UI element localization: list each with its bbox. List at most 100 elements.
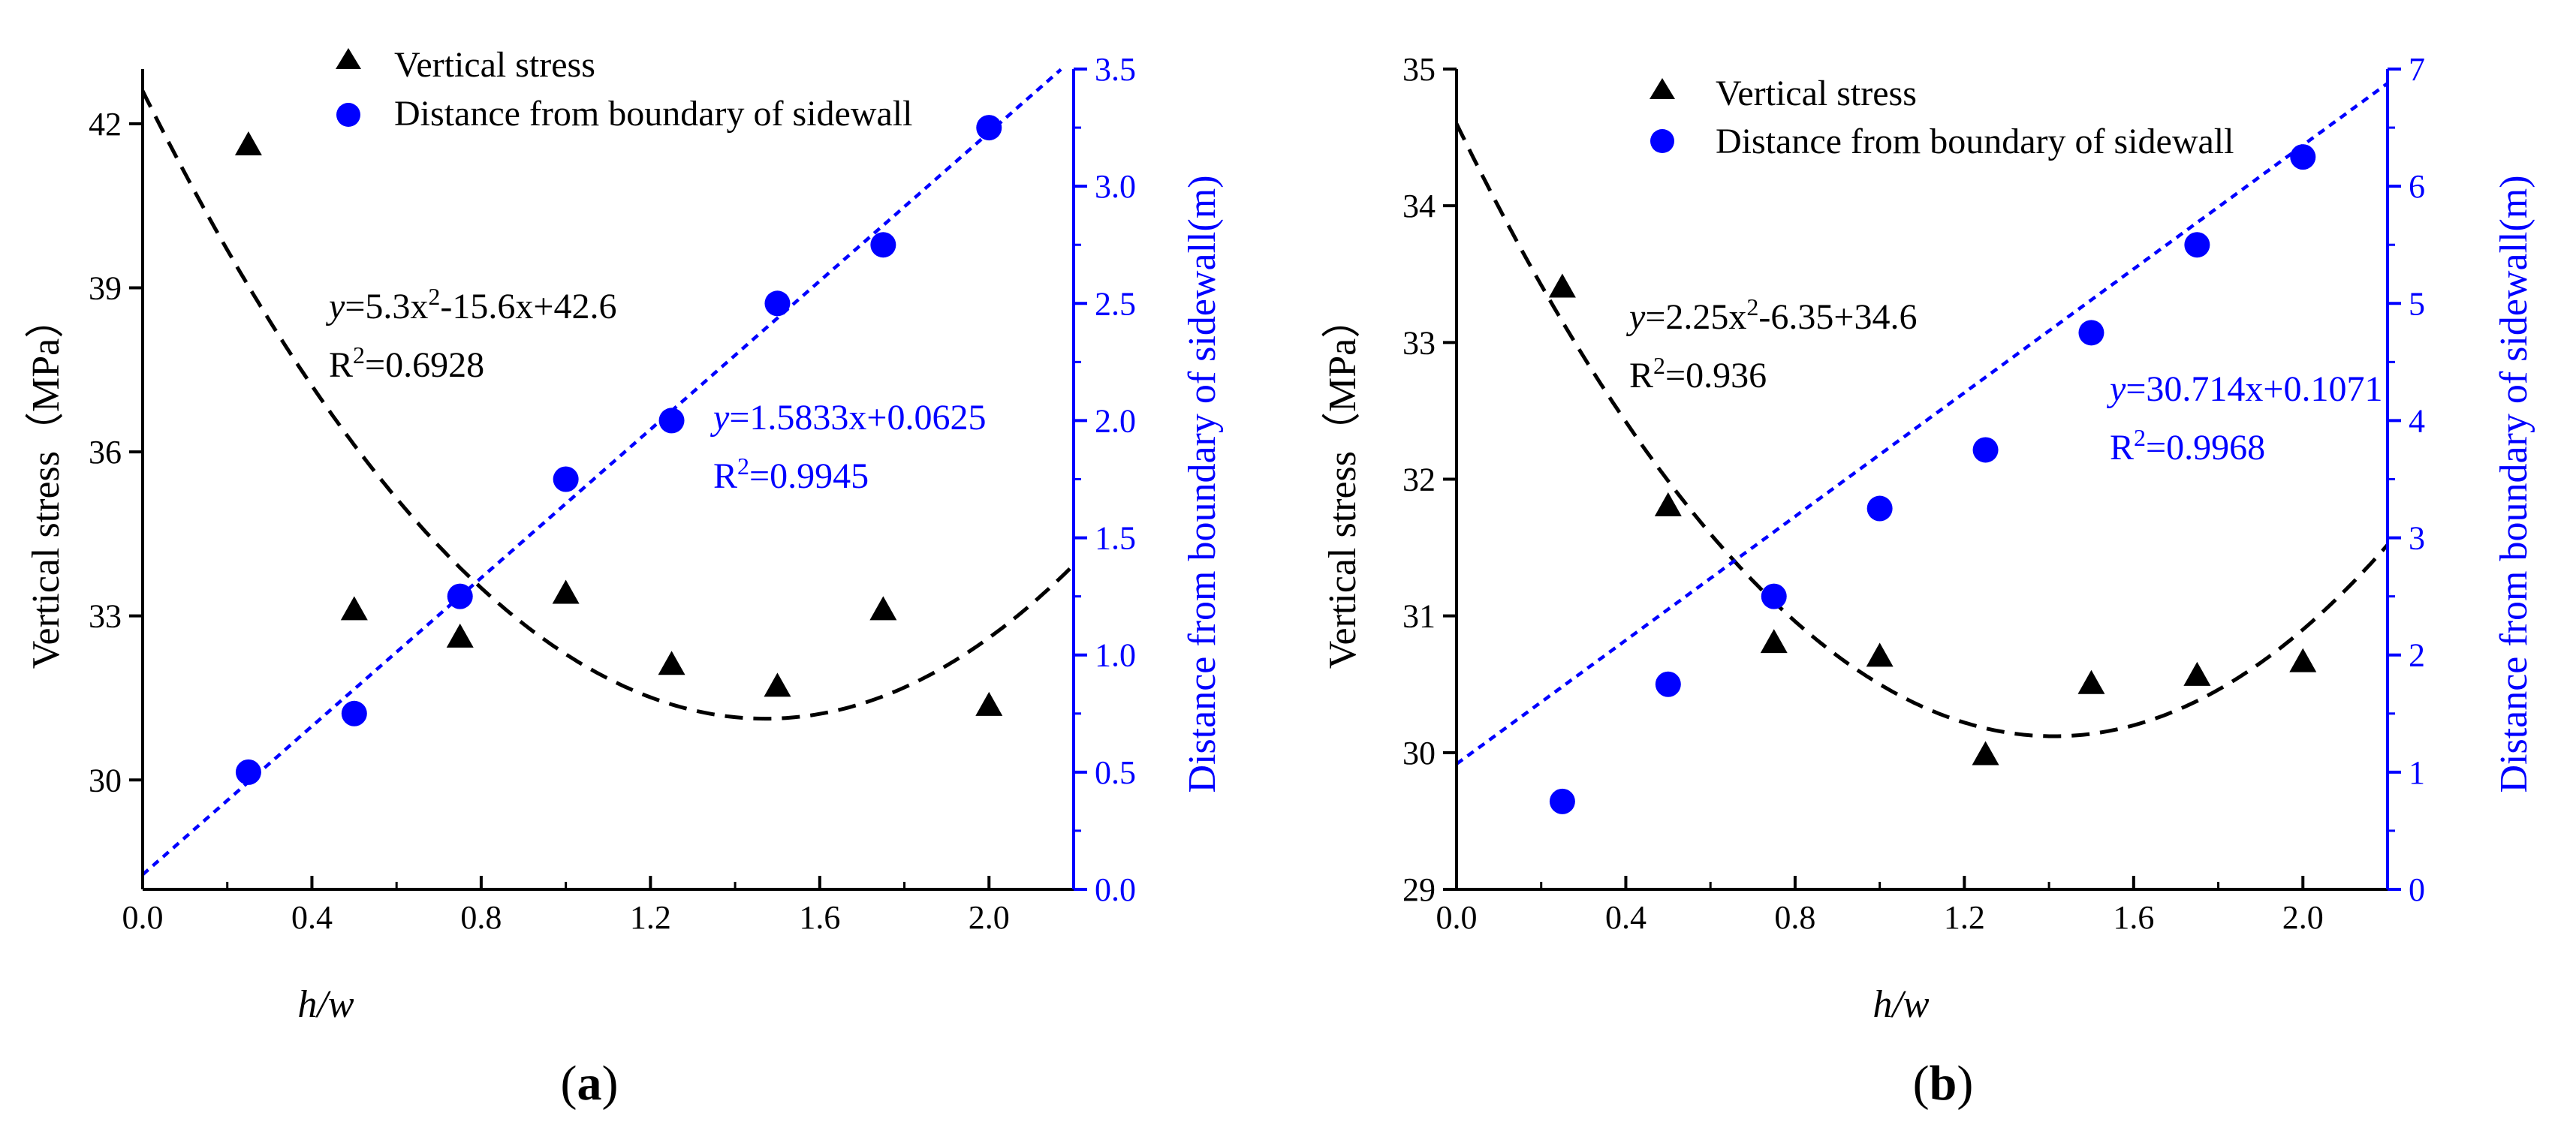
x-tick-label: 0.0	[122, 899, 164, 936]
fit-r2-stress: R2=0.6928	[329, 341, 484, 385]
legend-circle-marker	[1650, 129, 1674, 153]
distance-fit-line	[1455, 82, 2389, 766]
y2-axis-title: Distance from boundary of sidewall(m)	[2493, 175, 2535, 793]
y-tick-label: 30	[1402, 735, 1436, 772]
r2-r: R	[713, 456, 737, 496]
stress-point	[869, 596, 897, 621]
legend: Vertical stress Distance from boundary o…	[336, 45, 912, 134]
y2-tick-label: 6	[2409, 168, 2425, 205]
stress-point	[340, 596, 368, 621]
fit-r2-stress: R2=0.936	[1629, 352, 1767, 396]
stress-point	[234, 131, 262, 156]
x-tick-label: 1.6	[799, 899, 840, 936]
x-tick-label: 0.8	[460, 899, 502, 936]
r2-r: R	[2110, 428, 2134, 468]
stress-point	[552, 579, 580, 604]
fit-lines	[140, 68, 1075, 877]
y2-tick-label: 1	[2409, 754, 2425, 791]
legend-label-vertical-stress: Vertical stress	[1716, 74, 1917, 113]
eq-rest: +0.1071	[2263, 369, 2382, 409]
r2-r: R	[1629, 356, 1653, 396]
axes	[129, 68, 1087, 891]
eq-term: =1.5833x	[729, 398, 866, 438]
x-tick-label: 2.0	[969, 899, 1010, 936]
y2-tick-label: 2	[2409, 637, 2425, 674]
distance-point	[341, 700, 367, 726]
stress-point	[1866, 642, 1894, 667]
r2-sup: 2	[2134, 424, 2146, 451]
legend-circle-marker	[336, 103, 360, 127]
distance-point	[2290, 144, 2316, 170]
y2-axis-title: Distance from boundary of sidewall(m)	[1181, 175, 1224, 793]
fit-lines	[1454, 82, 2389, 766]
r2-sup: 2	[353, 341, 365, 368]
y2-tick-label: 0.5	[1095, 754, 1136, 791]
eq-term: =2.25x	[1645, 297, 1746, 337]
legend-label-vertical-stress: Vertical stress	[394, 45, 595, 85]
fit-r2-distance: R2=0.9945	[713, 453, 869, 496]
distance-point	[870, 232, 896, 258]
y-tick-label: 42	[89, 106, 122, 143]
distance-point	[447, 583, 473, 609]
eq-sup: 2	[1746, 293, 1758, 320]
data-points	[234, 115, 1003, 785]
distance-fit-line	[141, 68, 1062, 877]
y-tick-label: 32	[1402, 462, 1436, 498]
distance-point	[1972, 437, 1999, 463]
legend-triangle-marker	[336, 48, 361, 69]
y-tick-label: 36	[89, 434, 122, 471]
x-tick-label: 0.4	[1605, 899, 1647, 936]
eq-term: =5.3x	[345, 287, 428, 326]
eq-term: =30.714x	[2126, 369, 2263, 409]
fit-equation-stress: y=2.25x2-6.35+34.6	[1625, 293, 1917, 337]
r2-val: =0.9968	[2146, 428, 2265, 468]
y-tick-label: 35	[1402, 51, 1436, 88]
fit-equation-distance: y=1.5833x+0.0625	[710, 398, 986, 438]
stress-point	[1654, 492, 1682, 516]
y-tick-label: 33	[89, 598, 122, 635]
r2-val: =0.9945	[749, 456, 869, 496]
stress-point	[2183, 661, 2211, 686]
fit-equation-stress: y=5.3x2-15.6x+42.6	[325, 283, 616, 326]
x-tick-label: 1.2	[1944, 899, 1985, 936]
y-tick-label: 33	[1402, 324, 1436, 361]
x-tick-label: 1.6	[2113, 899, 2154, 936]
panel-b: 0.0 0.4 0.8 1.2 1.6 2.02930313233343501234567…	[1321, 51, 2535, 1111]
panel-letter: b	[1930, 1056, 1957, 1111]
eq-var: y	[710, 398, 730, 438]
r2-sup: 2	[737, 453, 749, 480]
y2-tick-label: 7	[2409, 51, 2425, 88]
distance-point	[2184, 232, 2210, 258]
distance-point	[1761, 583, 1787, 609]
data-points	[1548, 144, 2317, 814]
r2-r: R	[329, 345, 353, 385]
y2-tick-label: 3	[2409, 520, 2425, 557]
distance-point	[764, 290, 791, 317]
x-tick-label: 2.0	[2282, 899, 2324, 936]
r2-sup: 2	[1653, 352, 1665, 379]
legend: Vertical stress Distance from boundary o…	[1650, 74, 2234, 161]
legend-label-distance: Distance from boundary of sidewall	[394, 94, 912, 134]
stress-point	[1548, 273, 1576, 298]
stress-point	[658, 651, 685, 675]
distance-point	[976, 115, 1002, 141]
eq-rest: +0.0625	[866, 398, 986, 438]
y2-tick-label: 0	[2409, 871, 2425, 908]
y2-tick-label: 3.5	[1095, 51, 1136, 88]
y-tick-label: 39	[89, 269, 122, 306]
y2-tick-label: 1.5	[1095, 520, 1136, 557]
tick-labels: 0.0 0.4 0.8 1.2 1.6 2.0 30 33 36 39 42 0.0 0.5 1.0 1.5…	[89, 51, 1136, 936]
x-tick-label: 1.2	[630, 899, 671, 936]
y2-tick-label: 4	[2409, 402, 2425, 439]
eq-rest: -6.35+34.6	[1758, 297, 1917, 337]
panel-a: 0.0 0.4 0.8 1.2 1.6 2.0 30 33 36 39 42 0.0 0.5 1.0 1.5…	[25, 45, 1224, 1111]
y2-tick-label: 0.0	[1095, 871, 1136, 908]
eq-rest: -15.6x+42.6	[440, 287, 616, 326]
y2-tick-label: 2.5	[1095, 285, 1136, 322]
distance-point	[658, 408, 685, 434]
y-tick-label: 34	[1402, 188, 1436, 224]
r2-val: =0.936	[1665, 356, 1767, 396]
x-axis-title: h/w	[297, 983, 354, 1026]
eq-var: y	[1625, 297, 1646, 337]
